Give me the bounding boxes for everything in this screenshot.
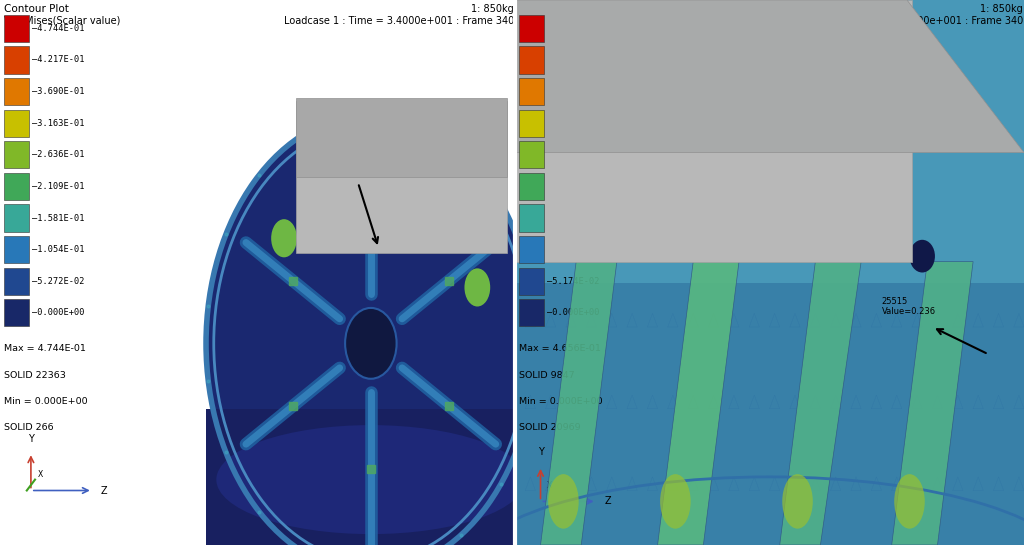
Text: —2.109E-01: —2.109E-01: [32, 182, 84, 191]
Text: —1.035E-01: —1.035E-01: [547, 245, 599, 254]
Bar: [296, 101, 507, 253]
Text: Max = 4.656E-01: Max = 4.656E-01: [519, 344, 601, 354]
Ellipse shape: [548, 474, 579, 529]
Text: —0.000E+00: —0.000E+00: [32, 308, 84, 317]
Ellipse shape: [271, 219, 297, 257]
Ellipse shape: [345, 308, 396, 379]
Ellipse shape: [782, 474, 813, 529]
Text: —2.636E-01: —2.636E-01: [32, 150, 84, 159]
Polygon shape: [657, 262, 739, 545]
Bar: [4, 46, 29, 74]
Bar: [296, 98, 507, 177]
Text: SOLID 266: SOLID 266: [4, 423, 53, 432]
Polygon shape: [515, 0, 1024, 153]
Text: Loadcase 1 : Time = 3.4000e+001 : Frame 340: Loadcase 1 : Time = 3.4000e+001 : Frame …: [793, 16, 1023, 26]
Text: 25515
Value=0.236: 25515 Value=0.236: [882, 296, 936, 316]
Text: —2.587E-01: —2.587E-01: [547, 150, 599, 159]
Text: Von Mises(Scalar value): Von Mises(Scalar value): [4, 15, 121, 25]
Text: 1: 850kg: 1: 850kg: [471, 4, 514, 14]
Ellipse shape: [660, 474, 690, 529]
Bar: [519, 46, 544, 74]
Bar: [4, 236, 29, 263]
Bar: [519, 78, 544, 105]
Text: —2.069E-01: —2.069E-01: [547, 182, 599, 191]
Ellipse shape: [378, 164, 403, 202]
Text: —3.690E-01: —3.690E-01: [32, 87, 84, 96]
Bar: [4, 173, 29, 200]
Text: —4.656E-01: —4.656E-01: [547, 24, 599, 33]
Ellipse shape: [909, 240, 935, 272]
Text: —0.000E+00: —0.000E+00: [547, 308, 599, 317]
Text: Z: Z: [604, 496, 610, 506]
Text: —5.174E-02: —5.174E-02: [547, 277, 599, 286]
Text: —5.272E-02: —5.272E-02: [32, 277, 84, 286]
Bar: [4, 268, 29, 295]
Polygon shape: [541, 262, 616, 545]
Ellipse shape: [206, 114, 536, 545]
Ellipse shape: [894, 474, 925, 529]
Bar: [519, 236, 544, 263]
Bar: [4, 141, 29, 168]
Text: Loadcase 1 : Time = 3.4000e+001 : Frame 340: Loadcase 1 : Time = 3.4000e+001 : Frame …: [284, 16, 514, 26]
Text: —1.054E-01: —1.054E-01: [32, 245, 84, 254]
Ellipse shape: [216, 425, 525, 534]
Bar: [519, 204, 544, 232]
Bar: [4, 15, 29, 42]
Bar: [519, 299, 544, 326]
Bar: [206, 409, 515, 545]
Text: —1.552E-01: —1.552E-01: [547, 214, 599, 222]
Text: —4.139E-01: —4.139E-01: [547, 56, 599, 64]
Text: —3.163E-01: —3.163E-01: [32, 119, 84, 128]
Text: —3.621E-01: —3.621E-01: [547, 87, 599, 96]
Text: Y: Y: [538, 447, 544, 457]
Text: —4.744E-01: —4.744E-01: [32, 24, 84, 33]
Text: Contour Plot: Contour Plot: [4, 4, 69, 14]
Bar: [519, 141, 544, 168]
Bar: [519, 268, 544, 295]
Text: Max = 4.744E-01: Max = 4.744E-01: [4, 344, 86, 354]
Text: Von Mises(Scalar value): Von Mises(Scalar value): [519, 15, 636, 25]
Text: Contour Plot: Contour Plot: [519, 4, 584, 14]
Bar: [4, 110, 29, 137]
Bar: [4, 204, 29, 232]
Text: —3.104E-01: —3.104E-01: [547, 119, 599, 128]
Polygon shape: [892, 262, 973, 545]
Polygon shape: [779, 262, 861, 545]
Text: SOLID 22363: SOLID 22363: [4, 371, 66, 380]
Text: SOLID 9847: SOLID 9847: [519, 371, 574, 380]
Text: —1.581E-01: —1.581E-01: [32, 214, 84, 222]
Bar: [519, 15, 544, 42]
Ellipse shape: [465, 268, 490, 306]
Text: X: X: [38, 470, 43, 479]
Text: 1: 850kg: 1: 850kg: [980, 4, 1023, 14]
Text: Min = 0.000E+00: Min = 0.000E+00: [4, 397, 88, 406]
Text: Z: Z: [100, 486, 108, 495]
Bar: [515, 283, 1024, 545]
Bar: [519, 173, 544, 200]
Text: Min = 0.000E+00: Min = 0.000E+00: [519, 397, 603, 406]
Bar: [4, 299, 29, 326]
Text: X: X: [547, 481, 552, 489]
Text: Y: Y: [28, 434, 34, 444]
Text: —4.217E-01: —4.217E-01: [32, 56, 84, 64]
Text: SOLID 20969: SOLID 20969: [519, 423, 581, 432]
Bar: [519, 110, 544, 137]
Bar: [4, 78, 29, 105]
Polygon shape: [515, 0, 912, 262]
